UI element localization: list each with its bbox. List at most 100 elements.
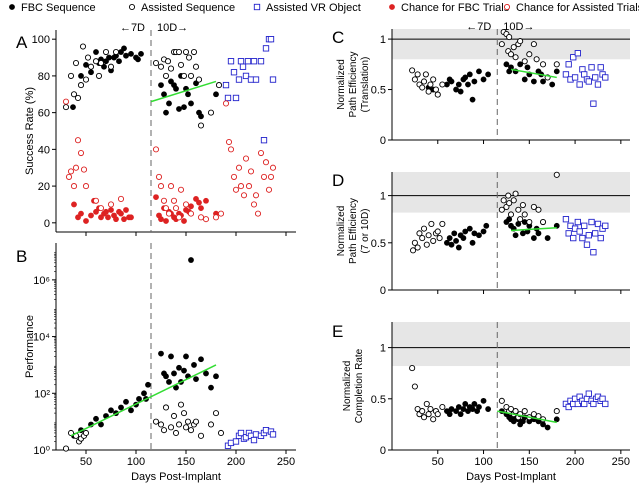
data-point	[416, 230, 423, 237]
data-point	[414, 244, 421, 251]
data-point	[162, 205, 170, 212]
chance-band	[392, 322, 630, 367]
data-point	[185, 54, 193, 61]
data-point	[157, 63, 165, 70]
data-point	[78, 73, 84, 79]
data-point	[153, 194, 159, 201]
data-point	[158, 82, 164, 88]
data-point	[526, 218, 533, 226]
data-point	[544, 424, 551, 431]
data-point	[409, 365, 416, 372]
panel-d: 0 0.5 1 D Normalized Path Efficiency (7 or 10D…	[332, 171, 630, 297]
data-point	[448, 78, 455, 85]
data-point	[222, 100, 230, 107]
data-point	[136, 396, 142, 402]
data-point	[152, 146, 160, 153]
data-point	[594, 81, 602, 88]
data-point	[203, 370, 209, 377]
data-point	[453, 408, 459, 414]
data-point	[428, 220, 435, 227]
data-point	[265, 186, 273, 193]
data-point	[128, 407, 134, 414]
data-point	[540, 78, 546, 85]
data-point	[576, 81, 583, 88]
y-tick-label: 60	[38, 108, 50, 120]
y-tick-label: 10⁴	[33, 332, 50, 344]
data-point	[588, 64, 595, 71]
phase-label-7d: ←7D	[120, 22, 145, 34]
data-point	[182, 424, 190, 431]
data-point	[118, 404, 124, 411]
data-point	[553, 61, 560, 68]
data-point	[267, 36, 275, 43]
series-assisted-vr-object	[562, 50, 609, 107]
data-point	[208, 384, 214, 391]
data-point	[175, 214, 183, 221]
data-point	[565, 230, 572, 237]
data-point	[425, 232, 432, 239]
panel-letter: D	[332, 171, 344, 190]
data-point	[180, 410, 188, 417]
data-point	[177, 186, 185, 193]
series-fbc-sequence	[70, 45, 219, 120]
data-point	[191, 362, 197, 368]
data-point	[570, 54, 577, 61]
data-point	[197, 122, 205, 129]
data-point	[480, 397, 487, 404]
data-point	[215, 82, 223, 89]
data-point	[453, 238, 459, 244]
data-point	[82, 76, 90, 83]
data-point	[590, 400, 597, 408]
data-point	[67, 168, 75, 175]
data-point	[455, 244, 462, 251]
data-point	[187, 210, 195, 217]
data-point	[562, 216, 570, 223]
y-tick-label: 0.5	[371, 394, 386, 406]
data-point	[439, 81, 446, 88]
data-point	[419, 408, 426, 415]
data-point	[570, 234, 577, 242]
data-point	[222, 81, 230, 89]
y-axis-label: Success Rate (%)	[24, 87, 36, 175]
data-point	[420, 225, 428, 232]
data-point	[462, 401, 469, 407]
data-point	[597, 64, 604, 71]
data-point	[579, 234, 586, 242]
data-point	[574, 218, 581, 226]
y-tick-label: 10⁶	[33, 275, 50, 287]
data-point	[195, 76, 203, 83]
data-point	[152, 60, 160, 67]
data-point	[74, 94, 82, 101]
data-point	[521, 211, 528, 218]
data-point	[498, 397, 505, 404]
data-point	[245, 183, 253, 190]
data-point	[521, 58, 528, 65]
data-point	[562, 71, 570, 78]
y-tick-label: 1	[380, 343, 386, 355]
data-point	[176, 364, 182, 371]
data-point	[160, 197, 168, 204]
data-point	[192, 63, 200, 70]
data-point	[476, 68, 482, 75]
data-point	[530, 78, 537, 85]
data-point	[171, 370, 177, 377]
data-point	[193, 196, 199, 202]
data-point	[427, 405, 434, 413]
data-point	[187, 427, 195, 434]
data-point	[471, 401, 478, 407]
data-point	[553, 416, 560, 423]
y-axis-label-line: Path Efficiency	[348, 52, 359, 118]
data-point	[95, 72, 103, 79]
data-point	[145, 381, 151, 388]
y-axis-label-line: Completion Rate	[354, 348, 365, 423]
x-tick-label: 150	[177, 456, 195, 468]
data-point	[411, 383, 418, 390]
data-point	[446, 411, 453, 418]
data-point	[425, 411, 432, 418]
data-point	[583, 241, 591, 248]
panel-c: 0 0.5 1 C Normalized Path Efficiency (Translat…	[332, 21, 630, 147]
data-point	[515, 206, 522, 213]
